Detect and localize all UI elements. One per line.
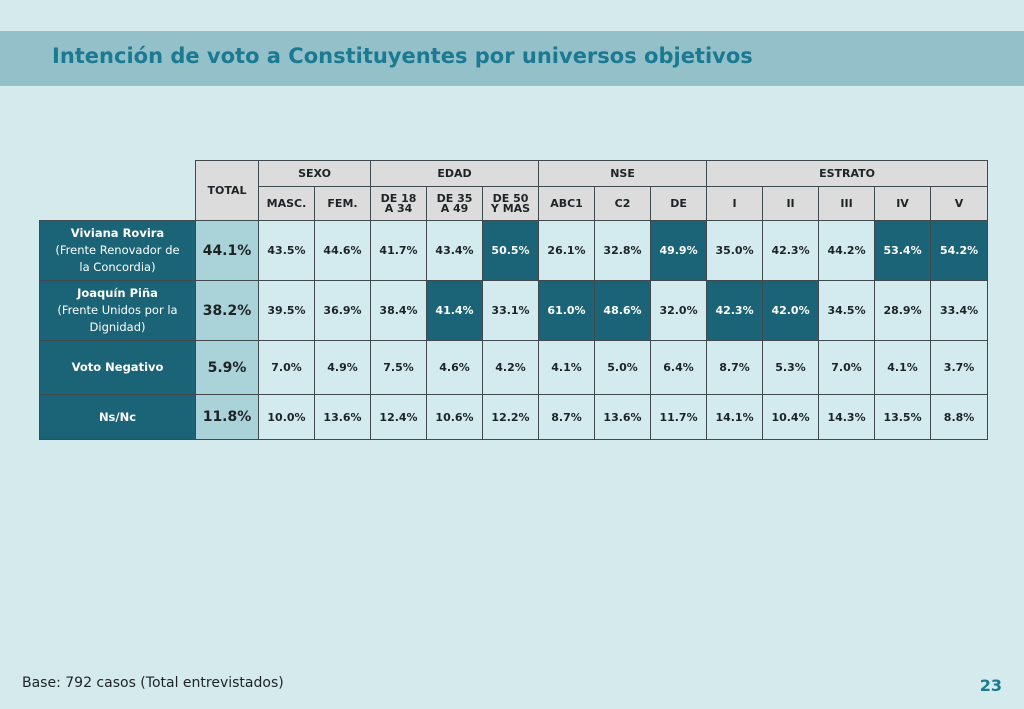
table-cell: 39.5% <box>258 280 315 341</box>
header-empty-corner <box>40 161 196 221</box>
table-cell: 4.1% <box>538 340 596 395</box>
table-cell: 44.6% <box>313 220 372 281</box>
candidate-label: Voto Negativo <box>39 340 196 395</box>
table-cell: 5.0% <box>594 340 652 395</box>
candidate-party: (Frente Unidos por la Dignidad) <box>57 303 178 334</box>
table-cell: 8.7% <box>538 394 596 440</box>
page-number: 23 <box>979 676 1002 695</box>
table-cell: 13.6% <box>594 394 652 440</box>
table-cell: 14.1% <box>706 394 764 440</box>
table-cell: 36.9% <box>313 280 372 341</box>
header-column: DE <box>650 186 708 221</box>
table-cell: 33.1% <box>482 280 540 341</box>
table-cell: 7.5% <box>370 340 428 395</box>
header-column: III <box>818 186 876 221</box>
table-cell: 53.4% <box>874 220 932 281</box>
header-total: TOTAL <box>195 160 259 221</box>
header-column: I <box>706 186 764 221</box>
table-cell: 3.7% <box>930 340 989 395</box>
table-cell: 42.3% <box>762 220 820 281</box>
table-cell: 38.4% <box>370 280 428 341</box>
table-cell: 10.4% <box>762 394 820 440</box>
results-table: TOTAL SEXO EDAD NSE ESTRATO MASC. FEM. DE … <box>39 160 989 440</box>
header-column: II <box>762 186 820 221</box>
table-cell: 41.7% <box>370 220 428 281</box>
candidate-name: Joaquín Piña <box>77 286 158 300</box>
candidate-name: Ns/Nc <box>98 409 137 424</box>
table-cell: 11.7% <box>650 394 708 440</box>
table-cell: 42.3% <box>706 280 764 341</box>
title-bar <box>0 31 1024 86</box>
total-value: 11.8% <box>195 394 259 440</box>
total-value: 44.1% <box>195 220 259 281</box>
table-row: Viviana Rovira (Frente Renovador de la Co… <box>39 220 989 281</box>
header-column: DE 50 Y MAS <box>482 186 540 221</box>
table-cell: 26.1% <box>538 220 596 281</box>
table-cell: 28.9% <box>874 280 932 341</box>
header-group-edad: EDAD <box>370 160 540 187</box>
table-row: Ns/Nc 11.8% 10.0% 13.6% 12.4% 10.6% 12.2% 8.7% 1… <box>39 394 989 440</box>
header-group-sexo: SEXO <box>257 160 372 187</box>
table-cell: 49.9% <box>650 220 708 281</box>
table-row: Voto Negativo 5.9% 7.0% 4.9% 7.5% 4.6% 4.2% 4.1… <box>39 340 989 395</box>
total-value: 5.9% <box>195 340 259 395</box>
table-cell: 41.4% <box>426 280 484 341</box>
table-cell: 4.6% <box>426 340 484 395</box>
table-cell: 14.3% <box>818 394 876 440</box>
header-column: ABC1 <box>538 186 596 221</box>
table-cell: 12.2% <box>482 394 540 440</box>
total-value: 38.2% <box>195 280 259 341</box>
candidate-name: Viviana Rovira <box>70 226 165 240</box>
table-cell: 48.6% <box>594 280 652 341</box>
table-cell: 43.4% <box>426 220 484 281</box>
candidate-party: (Frente Renovador de la Concordia) <box>55 243 180 274</box>
table-cell: 13.6% <box>313 394 372 440</box>
table-cell: 10.6% <box>426 394 484 440</box>
table-cell: 10.0% <box>258 394 315 440</box>
header-column: C2 <box>594 186 652 221</box>
table-cell: 12.4% <box>370 394 428 440</box>
header-column: IV <box>874 186 932 221</box>
table-cell: 4.1% <box>874 340 932 395</box>
table-cell: 32.8% <box>594 220 652 281</box>
table-row: Joaquín Piña (Frente Unidos por la Dignid… <box>39 280 989 341</box>
candidate-label: Joaquín Piña (Frente Unidos por la Dignid… <box>39 280 196 341</box>
header-column: DE 18 A 34 <box>370 186 428 221</box>
table-cell: 50.5% <box>482 220 540 281</box>
table-cell: 7.0% <box>258 340 315 395</box>
table-cell: 34.5% <box>818 280 876 341</box>
header-group-nse: NSE <box>538 160 708 187</box>
header-group-estrato: ESTRATO <box>706 160 989 187</box>
candidate-name: Voto Negativo <box>71 360 164 374</box>
table-cell: 8.7% <box>706 340 764 395</box>
table-cell: 61.0% <box>538 280 596 341</box>
header-column: FEM. <box>313 186 372 221</box>
header-column: DE 35 A 49 <box>426 186 484 221</box>
table-cell: 4.2% <box>482 340 540 395</box>
table-cell: 44.2% <box>818 220 876 281</box>
table-cell: 6.4% <box>650 340 708 395</box>
page-title: Intención de voto a Constituyentes por u… <box>52 44 753 68</box>
table-cell: 32.0% <box>650 280 708 341</box>
candidate-label: Viviana Rovira (Frente Renovador de la Co… <box>39 220 196 281</box>
table-cell: 35.0% <box>706 220 764 281</box>
table-cell: 43.5% <box>258 220 315 281</box>
header-column: MASC. <box>258 186 315 221</box>
table-cell: 7.0% <box>818 340 876 395</box>
table-cell: 42.0% <box>762 280 820 341</box>
table-cell: 54.2% <box>930 220 989 281</box>
table-cell: 5.3% <box>762 340 820 395</box>
table-cell: 4.9% <box>313 340 372 395</box>
table-cell: 33.4% <box>930 280 989 341</box>
table-cell: 8.8% <box>930 394 989 440</box>
header-column: V <box>930 186 989 221</box>
table-cell: 13.5% <box>874 394 932 440</box>
candidate-label: Ns/Nc <box>39 394 196 440</box>
footer-base-note: Base: 792 casos (Total entrevistados) <box>22 675 284 691</box>
